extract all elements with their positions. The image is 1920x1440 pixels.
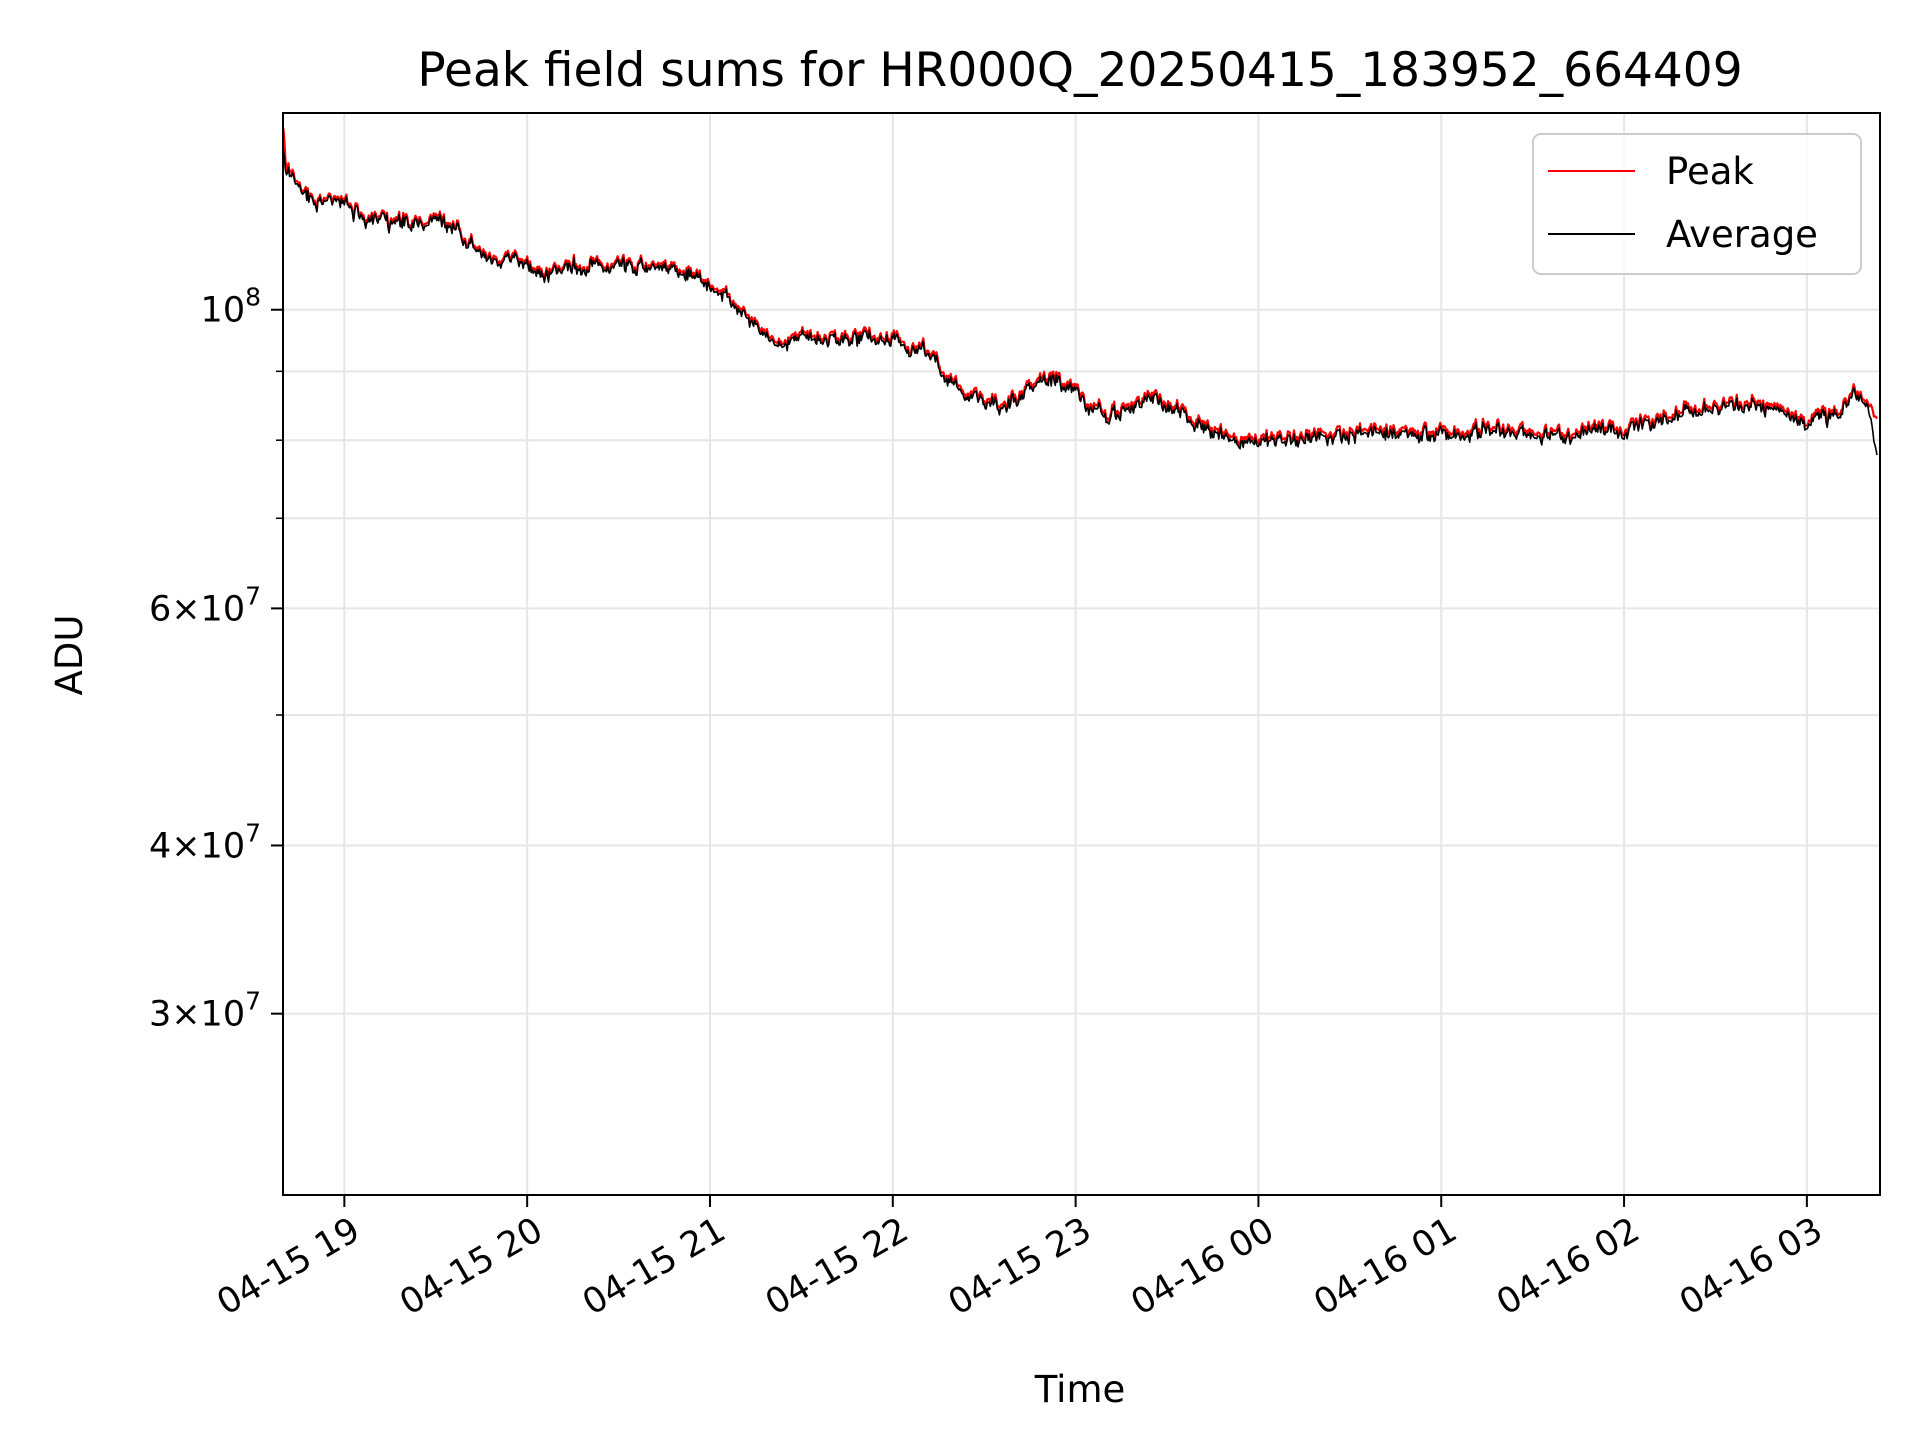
y-tick-label: 108: [201, 283, 261, 331]
plot-frame: [282, 112, 1881, 1196]
legend: Peak Average: [1532, 133, 1862, 275]
series-lines: [282, 128, 1878, 456]
y-axis-label: ADU: [48, 615, 91, 696]
legend-label-average: Average: [1666, 213, 1818, 256]
x-axis-label: Time: [1034, 1368, 1126, 1411]
y-tick-label: 4×107: [149, 818, 261, 866]
y-axis-ticks: 3×107 4×107 6×107 108: [149, 283, 283, 1035]
series-line-average: [282, 150, 1878, 456]
y-tick-label: 3×107: [149, 987, 261, 1035]
legend-label-peak: Peak: [1666, 150, 1754, 193]
legend-box: [1532, 133, 1862, 275]
y-tick-label: 6×107: [149, 581, 261, 629]
chart-title: Peak field sums for HR000Q_20250415_1839…: [417, 43, 1742, 98]
grid-lines: [283, 113, 1880, 1195]
